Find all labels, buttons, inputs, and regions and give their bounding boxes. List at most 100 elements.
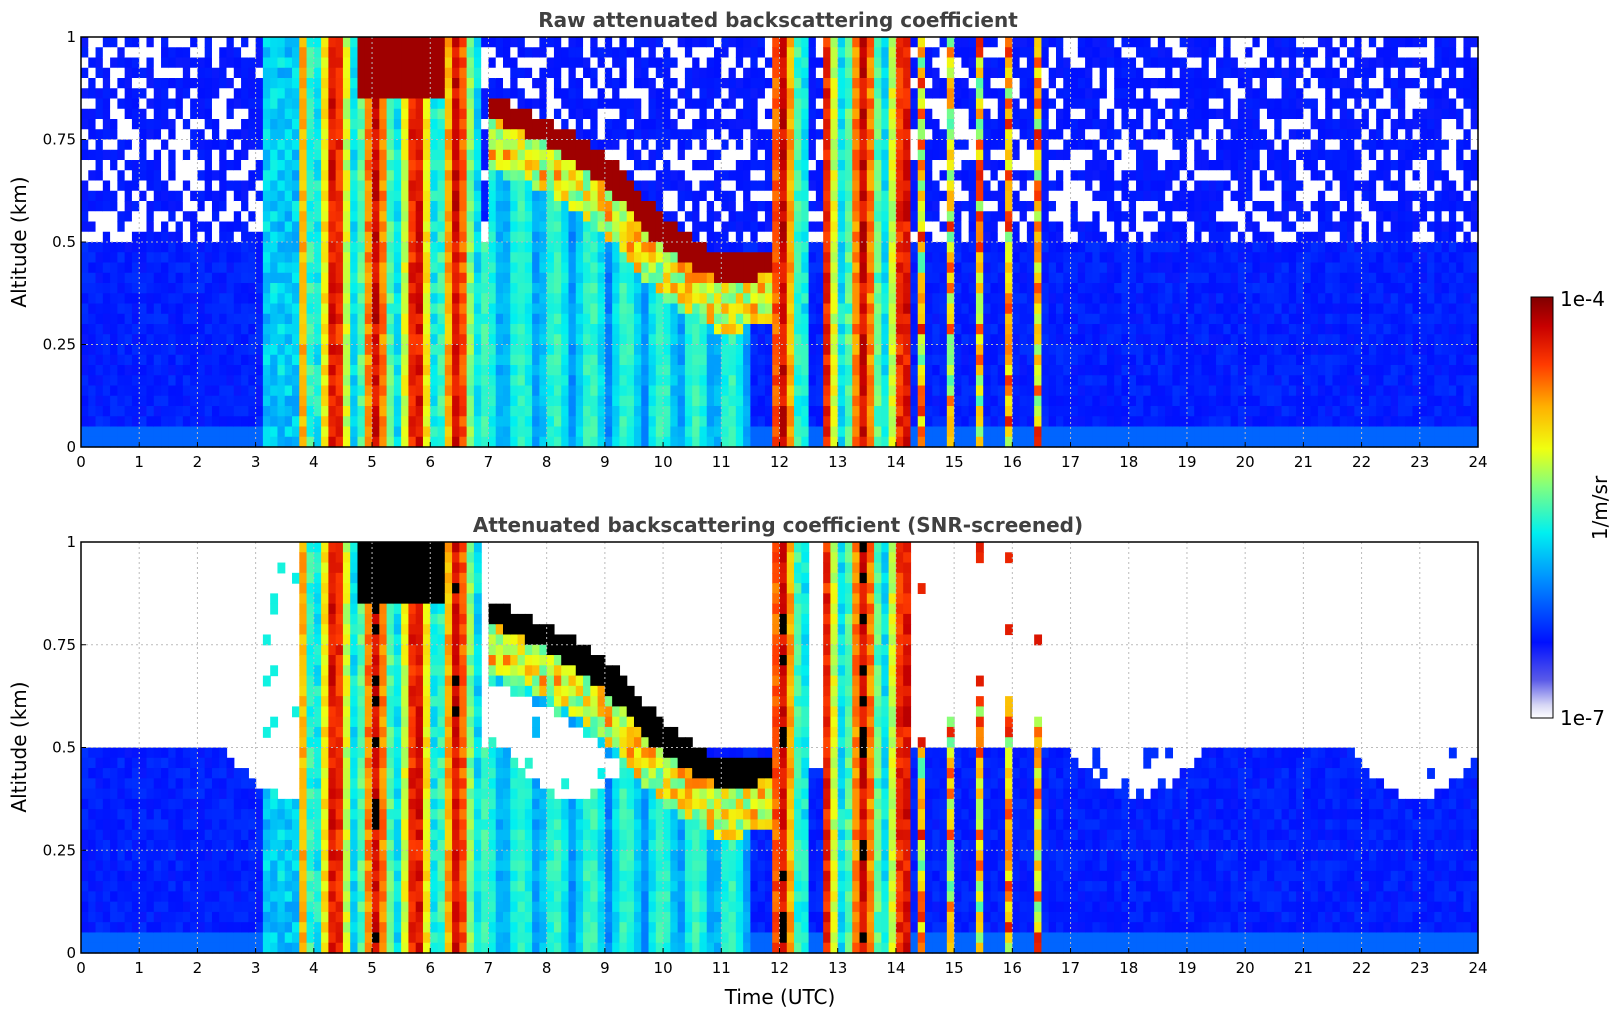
heatmap-cell [241,190,249,202]
heatmap-cell [772,67,781,79]
heatmap-cell [801,47,810,59]
heatmap-cell [342,139,351,151]
heatmap-cell [452,324,460,335]
heatmap-cell [401,283,410,294]
heatmap-cell [328,313,337,325]
heatmap-cell [81,252,89,264]
heatmap-cell [197,406,206,417]
heatmap-cell [328,324,337,335]
heatmap-cell [146,57,155,69]
heatmap-cell [917,67,926,79]
heatmap-cell [342,334,351,346]
heatmap-cell [714,149,722,161]
heatmap-cell [197,324,206,335]
heatmap-cell [910,149,919,161]
heatmap-cell [466,395,475,407]
heatmap-cell [568,211,577,223]
heatmap-cell [444,57,453,69]
heatmap-cell [735,272,744,284]
heatmap-cell [866,344,875,356]
heatmap-cell [561,211,570,223]
heatmap-cell [735,385,744,397]
heatmap-cell [204,231,213,243]
heatmap-cell [641,262,650,274]
heatmap-cell [262,190,271,202]
heatmap-cell [655,436,664,448]
heatmap-cell [539,303,548,315]
heatmap-cell [626,149,635,161]
heatmap-cell [859,88,868,100]
heatmap-cell [131,119,140,130]
heatmap-cell [219,334,228,346]
heatmap-cell [299,129,308,141]
heatmap-cell [444,262,453,274]
heatmap-cell [983,170,992,182]
heatmap-cell [852,426,861,438]
heatmap-cell [277,57,286,69]
heatmap-cell [299,47,308,59]
heatmap-cell [124,365,133,376]
heatmap-cell [743,385,751,397]
heatmap-cell [473,129,482,141]
heatmap-cell [255,98,264,110]
heatmap-cell [648,231,657,243]
heatmap-cell [932,293,941,305]
heatmap-cell [684,385,693,397]
heatmap-cell [561,293,570,305]
heatmap-cell [117,119,126,130]
heatmap-cell [481,272,490,284]
heatmap-cell [655,313,664,325]
heatmap-cell [764,262,773,274]
heatmap-cell [139,283,148,294]
heatmap-cell [524,221,533,233]
heatmap-cell [735,293,744,305]
heatmap-cell [219,139,228,151]
heatmap-cell [161,385,169,397]
heatmap-cell [386,129,395,141]
heatmap-cell [168,78,177,89]
heatmap-cell [161,57,169,69]
heatmap-cell [532,149,540,161]
heatmap-cell [153,242,162,253]
heatmap-cell [211,385,220,397]
heatmap-cell [975,211,984,223]
heatmap-cell [721,395,730,407]
heatmap-cell [917,426,926,438]
heatmap-cell [626,98,635,110]
heatmap-cell [692,108,701,120]
heatmap-cell [357,47,366,59]
heatmap-cell [757,375,766,387]
heatmap-cell [910,293,919,305]
heatmap-cell [881,37,890,48]
heatmap-cell [895,283,904,294]
heatmap-cell [917,262,926,274]
heatmap-cell [626,231,635,243]
heatmap-cell [226,324,235,335]
heatmap-cell [532,293,540,305]
heatmap-cell [568,160,577,171]
heatmap-cell [961,426,970,438]
heatmap-cell [859,324,868,335]
heatmap-cell [968,313,977,325]
heatmap-cell [277,119,286,130]
heatmap-cell [364,57,373,69]
heatmap-cell [932,119,941,130]
heatmap-cell [437,149,446,161]
heatmap-cell [626,88,635,100]
heatmap-cell [786,201,795,212]
heatmap-cell [197,78,206,89]
heatmap-cell [619,262,628,274]
heatmap-cell [888,88,897,100]
heatmap-cell [808,242,817,253]
heatmap-cell [503,221,511,233]
heatmap-cell [364,354,373,366]
heatmap-cell [182,190,191,202]
heatmap-cell [539,221,548,233]
heatmap-cell [917,252,926,264]
heatmap-cell [939,190,948,202]
heatmap-cell [837,252,846,264]
heatmap-cell [888,303,897,315]
heatmap-cell [735,139,744,151]
heatmap-cell [452,221,460,233]
heatmap-cell [852,385,861,397]
